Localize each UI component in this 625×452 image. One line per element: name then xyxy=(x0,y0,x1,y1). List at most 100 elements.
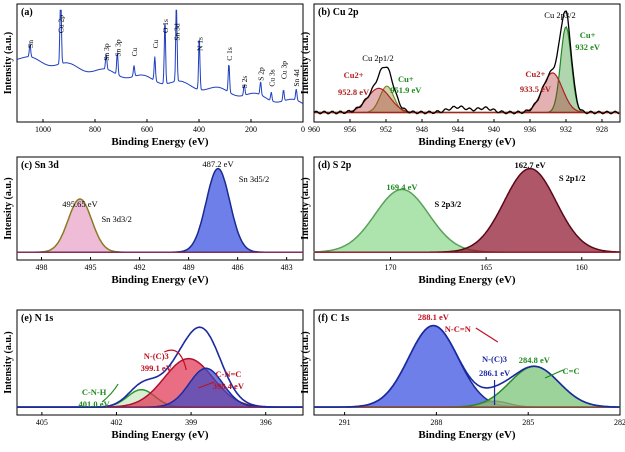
peak-annotation: N-(C)3 xyxy=(482,354,507,364)
x-tick-label: 402 xyxy=(110,418,122,427)
plot-frame xyxy=(16,309,304,416)
peak-annotation: N-C=N xyxy=(445,324,472,334)
x-axis-title: Binding Energy (eV) xyxy=(111,429,209,441)
x-tick-label: 288 xyxy=(430,418,442,427)
x-tick-label: 928 xyxy=(596,125,608,134)
peak-annotation: S 2p3/2 xyxy=(435,199,462,209)
arrow xyxy=(198,381,215,389)
peak-annotation: 162.7 eV xyxy=(515,160,547,170)
peak-annotation: C-N-H xyxy=(82,387,107,397)
x-tick-label: 940 xyxy=(488,125,500,134)
envelope xyxy=(314,324,620,408)
peak-label: Cu 3p xyxy=(280,61,289,79)
peak-annotation: N-(C)3 xyxy=(144,351,169,361)
component-peak xyxy=(314,87,620,114)
peak-annotation: Sn 3d3/2 xyxy=(101,214,131,224)
peak-annotation: Cu2+ xyxy=(525,69,545,79)
x-tick-label: 165 xyxy=(480,263,492,272)
peak-label: Sn 3d xyxy=(172,23,181,41)
peak-label: Sn 3p xyxy=(113,39,122,57)
y-axis-title: Intensity (a.u.) xyxy=(300,32,311,95)
panel-label: (b) Cu 2p xyxy=(318,7,359,18)
peak-annotation: Cu 2p3/2 xyxy=(544,10,575,20)
x-axis-title: Binding Energy (eV) xyxy=(418,274,516,286)
y-axis-title: Intensity (a.u.) xyxy=(3,331,14,394)
x-tick-label: 170 xyxy=(385,263,397,272)
x-tick-label: 492 xyxy=(134,263,146,272)
peak-annotation: 951.9 eV xyxy=(390,85,422,95)
x-tick-label: 800 xyxy=(89,125,101,134)
y-axis-title: Intensity (a.u.) xyxy=(300,177,311,240)
x-tick-label: 944 xyxy=(452,125,464,134)
panel-label: (c) Sn 3d xyxy=(21,160,59,171)
peak-label: C 1s xyxy=(225,47,234,61)
peak-annotation: 284.8 eV xyxy=(519,355,551,365)
peak-label: Sn xyxy=(26,40,35,48)
peak-annotation: S 2p1/2 xyxy=(559,173,586,183)
x-tick-label: 932 xyxy=(560,125,572,134)
raw-spectrum xyxy=(313,10,620,115)
peak-annotation: 933.5 eV xyxy=(520,84,552,94)
x-tick-label: 0 xyxy=(301,125,305,134)
peak-label: S 2s xyxy=(240,76,249,89)
panel-label: (f) C 1s xyxy=(318,313,349,324)
peak-annotation: Cu 2p1/2 xyxy=(362,53,393,63)
panel-b: 960 956 952 948 944 940 936 932 928 Binding Energ… xyxy=(300,3,621,148)
panel-e: 405 402 399 396 Binding Energy (eV) Intensity… xyxy=(3,309,304,441)
peak-annotation: 399.1 eV xyxy=(141,363,173,373)
arrow xyxy=(544,369,564,379)
peak-annotation: Cu+ xyxy=(398,74,414,84)
y-axis-title: Intensity (a.u.) xyxy=(3,32,14,95)
x-tick-label: 396 xyxy=(260,418,272,427)
x-axis-title: Binding Energy (eV) xyxy=(418,429,516,441)
plot-frame xyxy=(313,156,621,261)
peak-annotation: Sn 3d5/2 xyxy=(239,174,269,184)
panel-label: (a) xyxy=(21,7,33,18)
survey-line xyxy=(16,9,304,105)
peak-label: S 2p xyxy=(257,67,266,81)
peak-annotation: 288.1 eV xyxy=(418,312,450,322)
peak-annotation: C-N=C xyxy=(215,369,241,379)
x-axis-title: Binding Energy (eV) xyxy=(111,136,209,148)
peak-annotation: C=C xyxy=(562,366,579,376)
arrow xyxy=(164,349,187,371)
x-tick-label: 495 xyxy=(85,263,97,272)
peak-label: Cu 3s xyxy=(267,69,276,86)
panel-d: 170 165 160 Binding Energy (eV) Intensity (a… xyxy=(300,156,621,286)
plot-frame xyxy=(313,309,621,416)
peak-annotation: 169.4 eV xyxy=(386,182,418,192)
x-tick-label: 285 xyxy=(522,418,534,427)
peak-label: Cu xyxy=(130,47,139,56)
plot-frame xyxy=(313,3,621,123)
y-axis-title: Intensity (a.u.) xyxy=(300,331,311,394)
peak-label: Sn 3p xyxy=(102,43,111,61)
peak-label: N 1s xyxy=(195,37,204,51)
x-tick-label: 160 xyxy=(576,263,588,272)
panel-a: 1000 800 600 400 200 0 Binding Energy (eV) Inte… xyxy=(3,3,305,148)
x-tick-label: 498 xyxy=(36,263,48,272)
x-tick-label: 489 xyxy=(183,263,195,272)
peak-annotation: 495.65 eV xyxy=(62,199,98,209)
x-tick-label: 200 xyxy=(245,125,257,134)
x-axis-title: Binding Energy (eV) xyxy=(111,274,209,286)
peak-label: Cu 2p xyxy=(57,15,66,33)
x-tick-label: 960 xyxy=(308,125,320,134)
peak-label: Sn 4d xyxy=(292,69,301,87)
x-axis-title: Binding Energy (eV) xyxy=(418,136,516,148)
peak-annotation: 932 eV xyxy=(575,42,601,52)
x-tick-label: 483 xyxy=(281,263,293,272)
x-tick-label: 291 xyxy=(339,418,351,427)
envelope xyxy=(17,326,303,408)
peak-annotation: 401.0 eV xyxy=(79,399,111,409)
arrow xyxy=(101,383,119,403)
x-tick-label: 956 xyxy=(344,125,356,134)
arrow xyxy=(475,327,499,343)
peak-annotation: Cu2+ xyxy=(344,70,364,80)
y-axis-title: Intensity (a.u.) xyxy=(3,177,14,240)
panel-c: 498 495 492 489 486 483 Binding Energy (eV) Int… xyxy=(3,156,304,286)
panel-label: (d) S 2p xyxy=(318,160,352,171)
x-tick-label: 282 xyxy=(614,418,625,427)
x-tick-label: 400 xyxy=(193,125,205,134)
x-tick-label: 1000 xyxy=(35,125,51,134)
